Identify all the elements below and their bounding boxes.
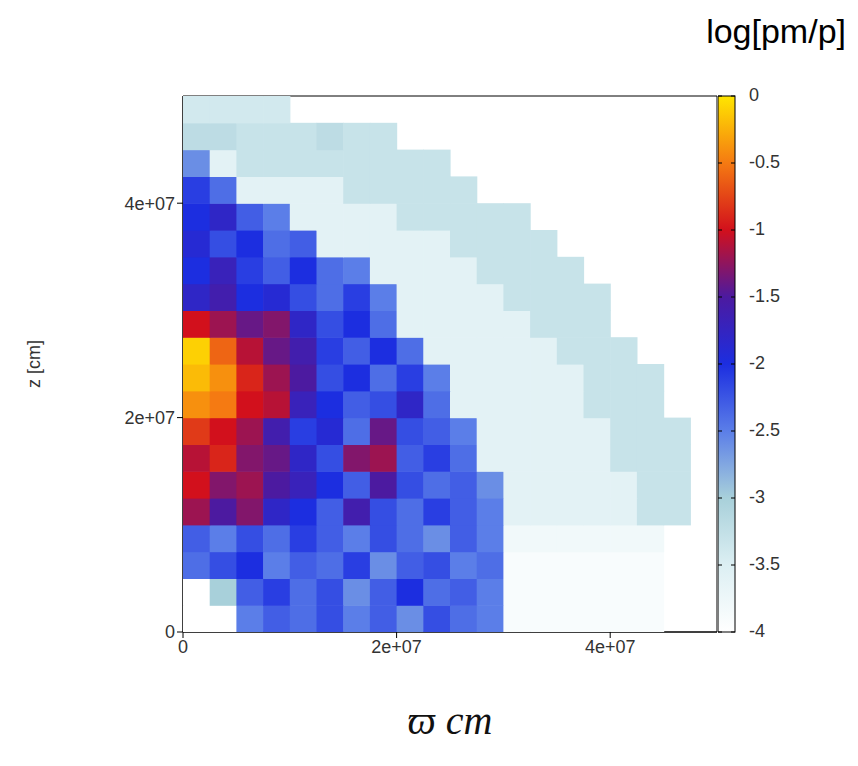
svg-text:ϖ cm: ϖ cm: [408, 698, 493, 743]
svg-text:-3: -3: [749, 487, 765, 507]
svg-text:-0.5: -0.5: [749, 152, 780, 172]
svg-text:2e+07: 2e+07: [371, 637, 422, 657]
svg-text:-3.5: -3.5: [749, 554, 780, 574]
svg-text:-2.5: -2.5: [749, 420, 780, 440]
svg-text:-2: -2: [749, 353, 765, 373]
svg-text:-4: -4: [749, 621, 765, 641]
svg-text:2e+07: 2e+07: [124, 408, 175, 428]
svg-text:4e+07: 4e+07: [124, 194, 175, 214]
svg-text:0: 0: [178, 637, 188, 657]
svg-text:4e+07: 4e+07: [585, 637, 636, 657]
svg-text:z [cm]: z [cm]: [24, 340, 44, 388]
svg-text:0: 0: [165, 622, 175, 642]
svg-text:0: 0: [749, 85, 759, 105]
html-text:log[pm/p]: log[pm/p]: [706, 12, 846, 50]
svg-text:-1: -1: [749, 219, 765, 239]
svg-text:-1.5: -1.5: [749, 286, 780, 306]
